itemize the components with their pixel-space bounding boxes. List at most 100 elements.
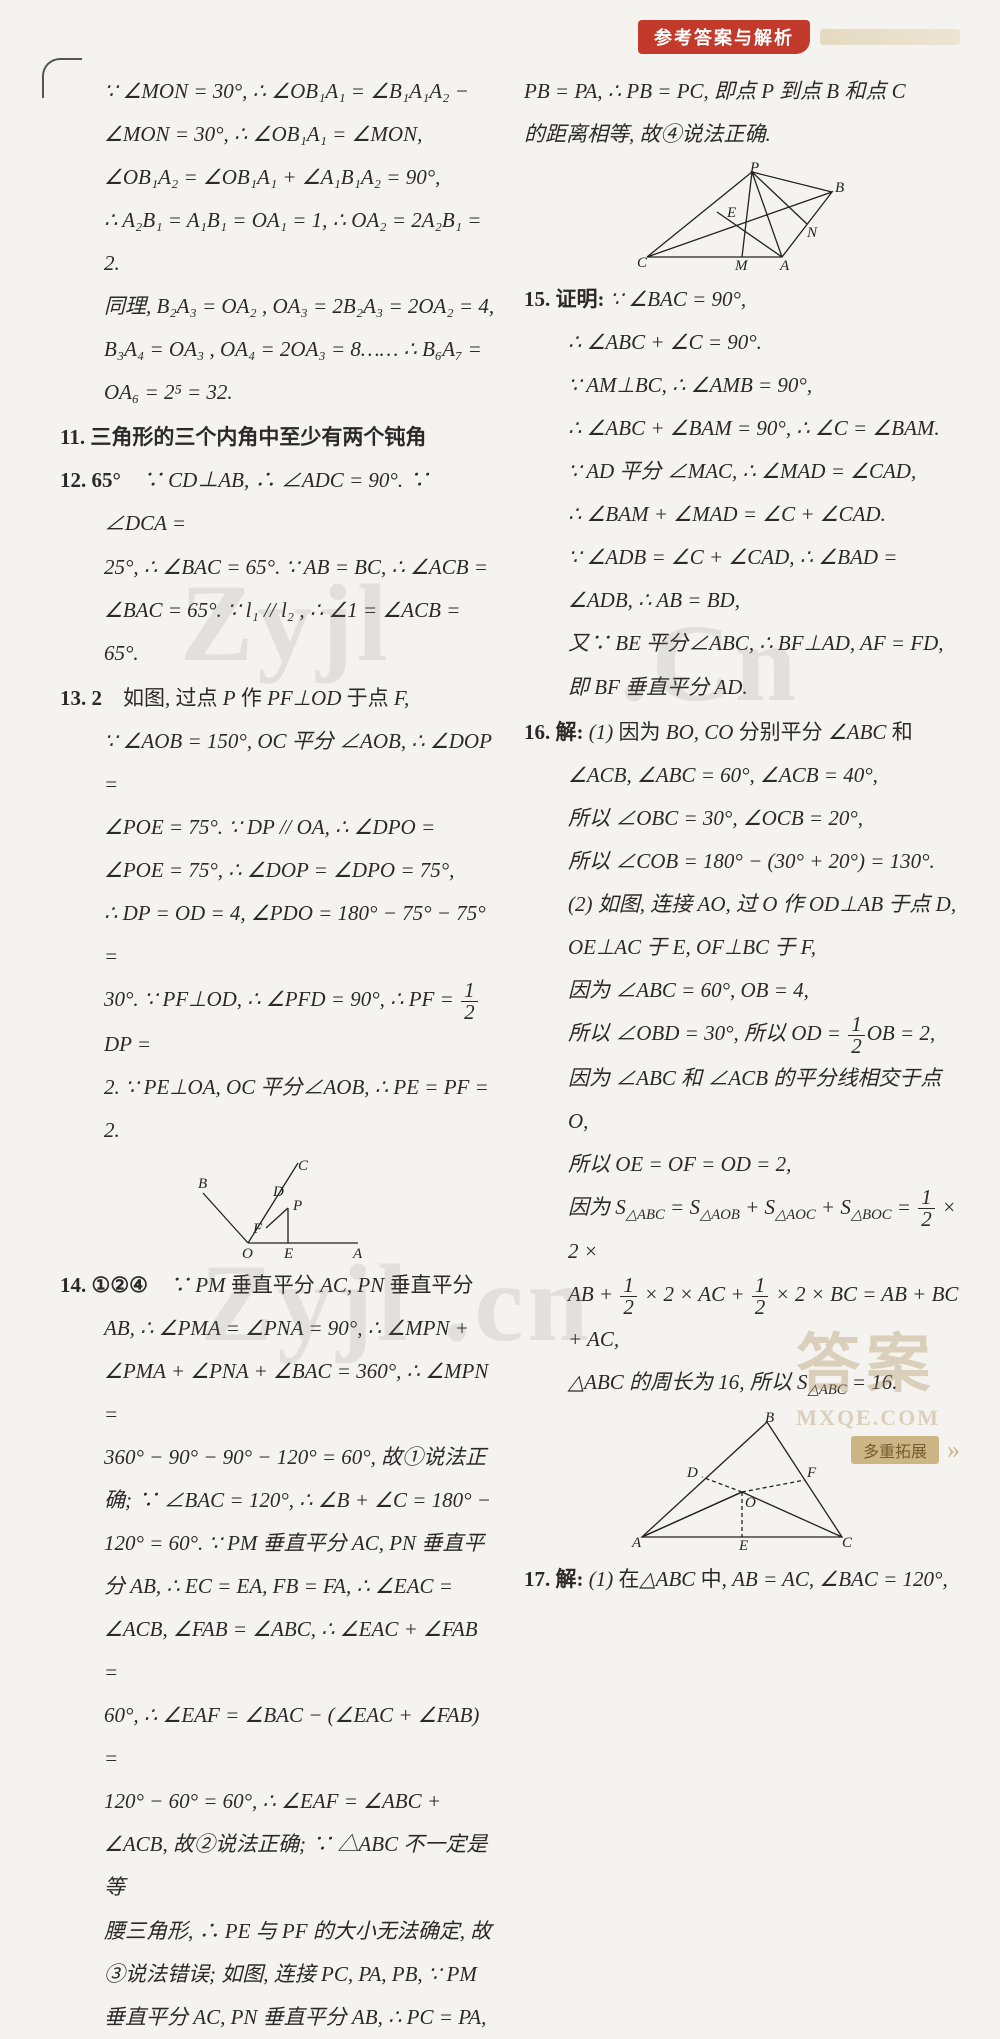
r15h: ∠ADB, ∴ AB = BD,: [524, 579, 960, 622]
d14-C: C: [637, 255, 648, 271]
r16k-m2: + S: [740, 1195, 775, 1219]
l13a: 13. 2 如图, 过点 P 作 PF⊥OD 于点 F,: [60, 677, 496, 720]
r16k-pre: 因为 S: [568, 1195, 626, 1219]
r16d: 所以 ∠COB = 180° − (30° + 20°) = 130°.: [524, 840, 960, 883]
r15g: ∵ ∠ADB = ∠C + ∠CAD, ∴ ∠BAD =: [524, 536, 960, 579]
r16e: (2) 如图, 连接 AO, 过 O 作 OD⊥AB 于点 D,: [524, 883, 960, 926]
item-17: 17. 解: (1) 在△ABC 中, AB = AC, ∠BAC = 120°…: [524, 1558, 960, 1601]
r16l-mid: × 2 × AC +: [639, 1282, 750, 1306]
f4n: 1: [620, 1275, 637, 1297]
r15f: ∴ ∠BAM + ∠MAD = ∠C + ∠CAD.: [524, 493, 960, 536]
r15i: 又∵ BE 平分∠ABC, ∴ BF⊥AD, AF = FD,: [524, 622, 960, 665]
f2d: 2: [848, 1036, 865, 1057]
d13-D: D: [272, 1184, 284, 1200]
d16-C: C: [842, 1535, 853, 1551]
sub3: △AOC: [775, 1207, 816, 1223]
page-root: 参考答案与解析 Zyjl .Cn Zyjl .cn 答案 MXQE.COM ∵ …: [0, 0, 1000, 1471]
l14c: ∠PMA + ∠PNA + ∠BAC = 360°, ∴ ∠MPN =: [60, 1350, 496, 1436]
r15a: 15. 证明: ∵ ∠BAC = 90°,: [524, 278, 960, 321]
sub4: △BOC: [851, 1207, 892, 1223]
l14n: 垂直平分 AC, PN 垂直平分 AB, ∴ PC = PA,: [60, 1996, 496, 2039]
diagram-13: B C D P F O E A: [60, 1158, 496, 1258]
f3n: 1: [918, 1187, 935, 1209]
header-label: 参考答案与解析: [638, 20, 810, 54]
answer-watermark: 答案 MXQE.COM: [796, 1313, 940, 1431]
f2n: 1: [848, 1014, 865, 1036]
frac-half-5: 12: [750, 1275, 771, 1318]
r16k-m1: = S: [665, 1195, 700, 1219]
r15b: ∴ ∠ABC + ∠C = 90°.: [524, 321, 960, 364]
r16m-pre: △ABC 的周长为 16, 所以 S: [568, 1370, 808, 1394]
d14-A: A: [779, 258, 790, 272]
l13f-post: DP =: [104, 1032, 151, 1056]
l14l: 腰三角形, ∴ PE 与 PF 的大小无法确定, 故: [60, 1910, 496, 1953]
frac-n: 1: [461, 980, 478, 1002]
d14-N: N: [806, 225, 818, 241]
diagram-16: A B C D E F O: [524, 1412, 960, 1552]
l10a: ∵ ∠MON = 30°, ∴ ∠OB₁A₁ = ∠B₁A₁A₂ −: [104, 70, 496, 113]
frac-half-2: 12: [846, 1014, 867, 1057]
f5n: 1: [752, 1275, 769, 1297]
r15d: ∴ ∠ABC + ∠BAM = 90°, ∴ ∠C = ∠BAM.: [524, 407, 960, 450]
answer-watermark-text: 答案: [796, 1329, 936, 1400]
l12c: ∠BAC = 65°. ∵ l₁ // l₂ , ∴ ∠1 = ∠ACB = 6…: [60, 589, 496, 675]
r15j: 即 BF 垂直平分 AD.: [524, 666, 960, 709]
d14-P: P: [749, 162, 759, 176]
d13-P: P: [292, 1198, 302, 1214]
d16-A: A: [631, 1535, 642, 1551]
corner-ornament: [42, 58, 82, 98]
footer-arrow: »: [947, 1435, 960, 1465]
frac-half-3: 12: [916, 1187, 937, 1230]
r14o: PB = PA, ∴ PB = PC, 即点 P 到点 B 和点 C: [524, 70, 960, 113]
frac-d: 2: [461, 1002, 478, 1023]
l13c: ∠POE = 75°. ∵ DP // OA, ∴ ∠DPO =: [60, 806, 496, 849]
r16h-pre: 所以 ∠OBD = 30°, 所以 OD =: [568, 1021, 846, 1045]
item-15: 15. 证明: ∵ ∠BAC = 90°, ∴ ∠ABC + ∠C = 90°.…: [524, 278, 960, 708]
f5d: 2: [752, 1297, 769, 1318]
left-column: ∵ ∠MON = 30°, ∴ ∠OB₁A₁ = ∠B₁A₁A₂ − ∠MON …: [60, 70, 496, 1441]
l14g: 分 AB, ∴ EC = EA, FB = FA, ∴ ∠EAC =: [60, 1565, 496, 1608]
header-band: 参考答案与解析: [638, 22, 960, 52]
item-13: 13. 2 如图, 过点 P 作 PF⊥OD 于点 F, ∵ ∠AOB = 15…: [60, 677, 496, 1152]
l14m: ③说法错误; 如图, 连接 PC, PA, PB, ∵ PM: [60, 1953, 496, 1996]
columns: ∵ ∠MON = 30°, ∴ ∠OB₁A₁ = ∠B₁A₁A₂ − ∠MON …: [60, 70, 960, 1441]
sub1: △ABC: [626, 1207, 665, 1223]
r16b: ∠ACB, ∠ABC = 60°, ∠ACB = 40°,: [524, 754, 960, 797]
header-tail: [820, 29, 960, 45]
r16k-post: =: [892, 1195, 917, 1219]
answer-watermark-sub: MXQE.COM: [796, 1405, 940, 1431]
f4d: 2: [620, 1297, 637, 1318]
item-12: 12. 65° 12. 65° ∵ CD⊥AB, ∴ ∠ADC = 90°. ∵…: [60, 459, 496, 674]
l14e: 确; ∵ ∠BAC = 120°, ∴ ∠B + ∠C = 180° −: [60, 1479, 496, 1522]
l12a: 12. 65° 12. 65° ∵ CD⊥AB, ∴ ∠ADC = 90°. ∵…: [60, 459, 496, 545]
r16f: OE⊥AC 于 E, OF⊥BC 于 F,: [524, 926, 960, 969]
r15c: ∵ AM⊥BC, ∴ ∠AMB = 90°,: [524, 364, 960, 407]
r16c: 所以 ∠OBC = 30°, ∠OCB = 20°,: [524, 797, 960, 840]
r16j: 所以 OE = OF = OD = 2,: [524, 1143, 960, 1186]
sub2: △AOB: [700, 1207, 740, 1223]
l14f: 120° = 60°. ∵ PM 垂直平分 AC, PN 垂直平: [60, 1522, 496, 1565]
d13-O: O: [242, 1246, 253, 1258]
footer-label: 多重拓展: [851, 1436, 939, 1464]
l10b: ∠MON = 30°, ∴ ∠OB₁A₁ = ∠MON,: [104, 113, 496, 156]
d13-B: B: [198, 1176, 207, 1192]
l10c: ∠OB₁A₂ = ∠OB₁A₁ + ∠A₁B₁A₂ = 90°,: [104, 156, 496, 199]
d14-M: M: [734, 258, 749, 272]
l14b: AB, ∴ ∠PMA = ∠PNA = 90°, ∴ ∠MPN +: [60, 1307, 496, 1350]
d16-F: F: [806, 1465, 817, 1481]
r15e: ∵ AD 平分 ∠MAC, ∴ ∠MAD = ∠CAD,: [524, 450, 960, 493]
d16-B: B: [765, 1412, 774, 1426]
l10d: ∴ A₂B₁ = A₁B₁ = OA₁ = 1, ∴ OA₂ = 2A₂B₁ =…: [104, 199, 496, 285]
r16a: 16. 解: (1) 因为 BO, CO 分别平分 ∠ABC 和: [524, 711, 960, 754]
diagram-16-svg: A B C D E F O: [627, 1412, 857, 1552]
frac-half-1: 12: [459, 980, 480, 1023]
diagram-14-svg: P B E N C M A: [632, 162, 852, 272]
d14-E: E: [726, 205, 736, 221]
item-14: 14. ①②④ ∵ PM 垂直平分 AC, PN 垂直平分 AB, ∴ ∠PMA…: [60, 1264, 496, 2039]
r16h: 所以 ∠OBD = 30°, 所以 OD = 12OB = 2,: [524, 1012, 960, 1057]
d16-E: E: [738, 1538, 748, 1552]
l10f: B₃A₄ = OA₃ , OA₄ = 2OA₃ = 8…… ∴ B₆A₇ =: [104, 328, 496, 371]
l13b: ∵ ∠AOB = 150°, OC 平分 ∠AOB, ∴ ∠DOP =: [60, 720, 496, 806]
l13f-pre: 30°. ∵ PF⊥OD, ∴ ∠PFD = 90°, ∴ PF =: [104, 987, 459, 1011]
l12b: 25°, ∴ ∠BAC = 65°. ∵ AB = BC, ∴ ∠ACB =: [60, 546, 496, 589]
